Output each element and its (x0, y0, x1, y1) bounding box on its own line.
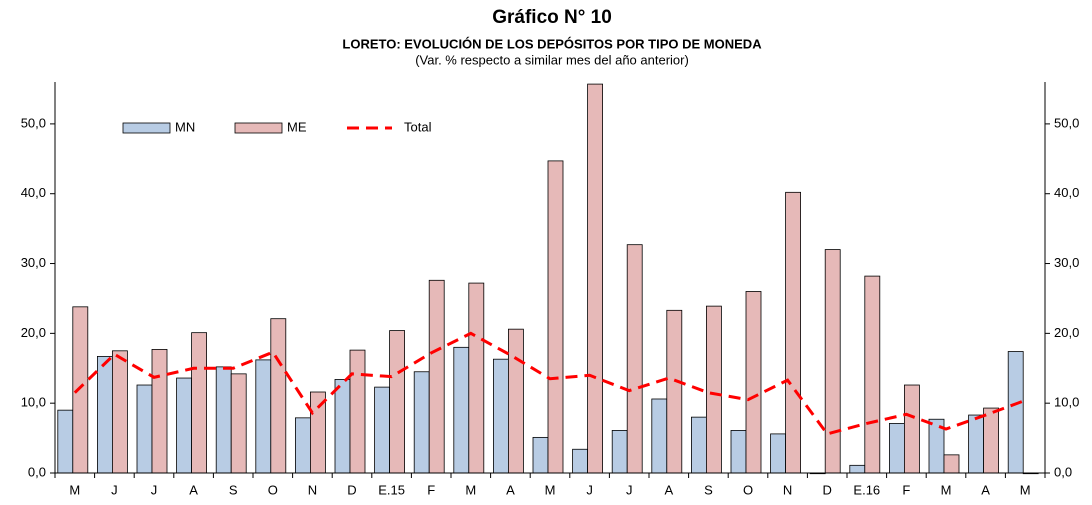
bar (294, 417, 311, 474)
y2-tick-label: 50,0 (1054, 115, 1079, 130)
bar (626, 244, 643, 474)
x-tick-label: E.15 (378, 482, 405, 497)
bar (547, 160, 564, 474)
bar (532, 436, 549, 474)
x-tick-label: M (69, 482, 80, 497)
bar (413, 371, 430, 474)
bar (943, 454, 960, 474)
bar (349, 349, 366, 474)
legend-label: Total (404, 119, 432, 134)
bar (191, 332, 208, 474)
x-tick-label: J (626, 482, 633, 497)
x-tick-label: A (664, 482, 673, 497)
x-tick-label: J (151, 482, 158, 497)
x-tick-label: N (783, 482, 792, 497)
y-tick-label: 30,0 (21, 255, 46, 270)
x-tick-label: M (941, 482, 952, 497)
bar (507, 328, 524, 474)
bar (968, 414, 984, 474)
bar (666, 309, 683, 474)
chart-note: (Var. % respecto a similar mes del año a… (415, 52, 689, 67)
bar (587, 83, 603, 474)
x-tick-label: F (427, 482, 435, 497)
bar (112, 350, 128, 474)
y2-tick-label: 10,0 (1054, 395, 1079, 410)
bar (72, 306, 89, 474)
bar (57, 409, 74, 474)
bar (730, 430, 747, 474)
bar (255, 359, 272, 474)
x-tick-label: N (308, 482, 317, 497)
x-tick-label: A (981, 482, 990, 497)
bar (849, 464, 866, 474)
bar (785, 191, 801, 474)
chart-subtitle: LORETO: EVOLUCIÓN DE LOS DEPÓSITOS POR T… (342, 36, 762, 51)
bar (770, 433, 786, 474)
y-tick-label: 40,0 (21, 185, 46, 200)
legend-label: ME (287, 119, 307, 134)
bar (136, 384, 153, 474)
x-tick-label: D (347, 482, 356, 497)
bar (889, 423, 905, 474)
x-tick-label: A (189, 482, 198, 497)
y2-tick-label: 40,0 (1054, 185, 1079, 200)
bar (389, 330, 406, 474)
bar (374, 386, 391, 474)
bar (1007, 351, 1024, 474)
y2-tick-label: 20,0 (1054, 325, 1079, 340)
bar (706, 305, 722, 474)
x-tick-label: M (545, 482, 556, 497)
legend-label: MN (175, 119, 195, 134)
legend-swatch (122, 122, 171, 134)
bar (453, 346, 470, 474)
bar (864, 275, 881, 474)
x-tick-label: S (704, 482, 713, 497)
legend-swatch (234, 122, 283, 134)
bar (983, 407, 999, 474)
y-tick-label: 10,0 (21, 395, 46, 410)
bar (611, 430, 628, 474)
bar (176, 377, 193, 474)
bar (904, 384, 920, 474)
x-tick-label: F (902, 482, 910, 497)
bar (745, 291, 762, 474)
chart-title: Gráfico N° 10 (492, 7, 612, 28)
bar (492, 358, 509, 474)
x-tick-label: J (586, 482, 593, 497)
x-tick-label: D (823, 482, 832, 497)
x-tick-label: O (268, 482, 278, 497)
y-tick-label: 20,0 (21, 325, 46, 340)
x-tick-label: S (229, 482, 238, 497)
x-tick-label: E.16 (853, 482, 880, 497)
bar (151, 349, 168, 474)
y-tick-label: 0,0 (28, 464, 46, 479)
x-tick-label: J (111, 482, 118, 497)
bar (691, 416, 707, 474)
x-tick-label: A (506, 482, 515, 497)
bar (334, 379, 351, 474)
bar (270, 318, 287, 474)
x-tick-label: O (743, 482, 753, 497)
bar (428, 279, 445, 474)
bar (824, 249, 841, 474)
bar (97, 355, 113, 474)
bar (230, 373, 247, 474)
bar (651, 398, 668, 474)
line (73, 331, 1026, 436)
y2-tick-label: 0,0 (1054, 464, 1072, 479)
x-tick-label: M (465, 482, 476, 497)
bar (468, 282, 485, 474)
y2-tick-label: 30,0 (1054, 255, 1079, 270)
bar (572, 448, 588, 474)
x-tick-label: M (1020, 482, 1031, 497)
y-tick-label: 50,0 (21, 115, 46, 130)
bar (215, 366, 232, 474)
